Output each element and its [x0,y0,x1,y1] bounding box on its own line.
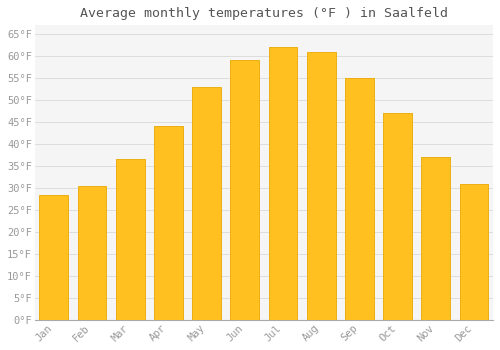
Bar [307,52,336,320]
Bar [192,87,221,320]
Bar [345,78,374,320]
Bar [78,186,106,320]
Bar [40,195,68,320]
Title: Average monthly temperatures (°F ) in Saalfeld: Average monthly temperatures (°F ) in Sa… [80,7,448,20]
Bar [268,47,298,320]
Bar [230,61,259,320]
Bar [460,184,488,320]
Bar [116,159,144,320]
Bar [422,157,450,320]
Bar [154,126,182,320]
Bar [383,113,412,320]
